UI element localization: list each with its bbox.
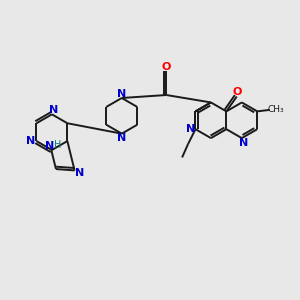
Text: N: N: [239, 138, 248, 148]
Text: N: N: [117, 88, 126, 98]
Text: CH₃: CH₃: [268, 105, 285, 114]
Text: N: N: [186, 124, 195, 134]
Text: N: N: [49, 105, 58, 115]
Text: H: H: [54, 140, 62, 150]
Text: N: N: [117, 133, 126, 143]
Text: N: N: [45, 142, 55, 152]
Text: N: N: [26, 136, 36, 146]
Text: O: O: [233, 87, 242, 97]
Text: N: N: [75, 168, 85, 178]
Text: O: O: [162, 62, 171, 72]
